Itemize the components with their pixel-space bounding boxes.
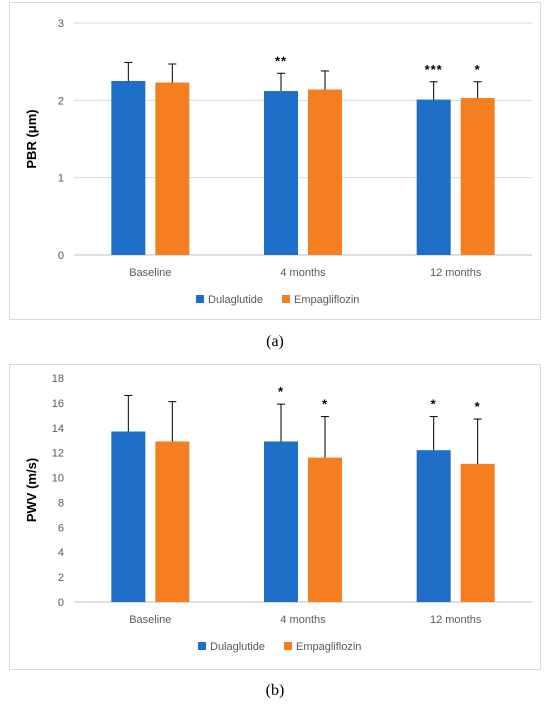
significance-label: *: [475, 399, 481, 414]
significance-label: *: [431, 397, 437, 412]
x-tick-label: 12 months: [430, 614, 482, 626]
y-tick-label: 2: [58, 572, 64, 584]
chart-panel-pwv: 0 2 4 6 8 10 12 14 16 18 PWV (m/s) Baseline * * 4 mont…: [9, 364, 541, 670]
bar: [264, 441, 298, 602]
significance-label: ***: [425, 62, 443, 77]
bar: [460, 98, 495, 255]
legend-label: Dulaglutide: [210, 641, 265, 653]
bar: [416, 99, 451, 255]
x-tick-label: Baseline: [129, 614, 171, 626]
bar: [111, 81, 146, 255]
x-tick-label: 4 months: [280, 614, 326, 626]
y-tick-label: 14: [52, 423, 64, 435]
y-tick-label: 2: [58, 95, 64, 107]
legend-label: Empagliflozin: [294, 294, 359, 306]
y-tick-label: 18: [52, 373, 64, 385]
x-tick-label: 4 months: [280, 267, 326, 279]
bar: [308, 89, 342, 255]
x-tick-label: 12 months: [430, 267, 482, 279]
bar: [264, 91, 298, 255]
legend-label: Dulaglutide: [208, 294, 263, 306]
y-tick-label: 0: [58, 597, 64, 609]
legend-swatch: [282, 295, 290, 303]
bar: [460, 463, 495, 602]
significance-label: **: [275, 53, 287, 68]
bar: [111, 431, 146, 602]
significance-label: *: [475, 62, 481, 77]
significance-label: *: [278, 384, 284, 399]
pwv-bar-chart: 0 2 4 6 8 10 12 14 16 18 PWV (m/s) Baseline * * 4 mont…: [24, 373, 532, 653]
legend-label: Empagliflozin: [296, 641, 361, 653]
y-axis-title: PWV (m/s): [24, 458, 39, 522]
legend-swatch: [284, 642, 292, 650]
caption-a: (a): [266, 333, 284, 350]
bar: [308, 457, 342, 602]
y-axis-title: PBR (μm): [24, 109, 39, 168]
bar: [155, 441, 190, 602]
caption-b: (b): [265, 682, 285, 699]
significance-label: *: [322, 397, 328, 412]
y-tick-label: 16: [52, 398, 64, 410]
y-tick-label: 6: [58, 522, 64, 534]
bar: [155, 82, 190, 256]
legend-swatch: [196, 295, 204, 303]
chart-panel-pbr: 0 1 2 3 PBR (μm) Baseline ** 4 months *** * 12 mon…: [9, 2, 541, 320]
bar: [416, 450, 451, 602]
y-tick-label: 0: [58, 250, 64, 262]
y-tick-label: 3: [58, 18, 64, 30]
y-tick-label: 8: [58, 497, 64, 509]
y-tick-label: 4: [58, 547, 64, 559]
y-tick-label: 1: [58, 173, 64, 185]
x-tick-label: Baseline: [129, 267, 171, 279]
legend-swatch: [198, 642, 206, 650]
y-tick-label: 10: [52, 473, 64, 485]
y-tick-label: 12: [52, 448, 64, 460]
